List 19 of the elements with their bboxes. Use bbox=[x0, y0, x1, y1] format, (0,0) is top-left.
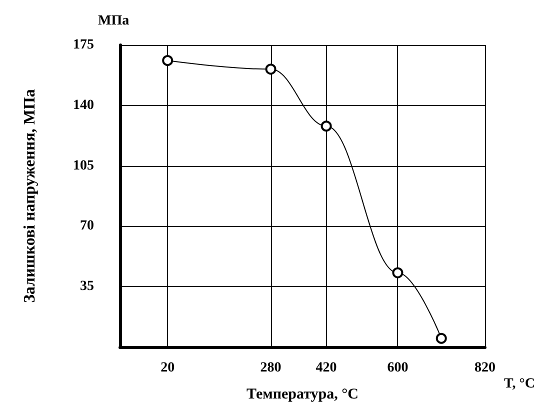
y-axis-title: Залишкові напруження, МПа bbox=[22, 89, 38, 303]
x-tick-label: 600 bbox=[387, 360, 408, 376]
y-tick-label: 70 bbox=[80, 218, 94, 234]
point bbox=[320, 120, 332, 132]
point bbox=[265, 64, 276, 75]
point bbox=[392, 267, 404, 278]
point bbox=[162, 55, 174, 66]
x-tick-label: 420 bbox=[316, 360, 337, 376]
y-tick-label: 140 bbox=[73, 98, 94, 113]
y-tick-label: 105 bbox=[73, 158, 94, 174]
x-tick-label: 820 bbox=[474, 360, 496, 376]
text: МПа bbox=[98, 14, 130, 28]
x-axis-title: Температура, °C bbox=[246, 386, 358, 402]
y-tick-label: 35 bbox=[80, 279, 94, 294]
point bbox=[436, 332, 447, 344]
x-tick-label: 280 bbox=[260, 360, 282, 376]
text: T, °C bbox=[504, 376, 536, 392]
x-tick-label: 20 bbox=[160, 360, 175, 376]
y-tick-label: 175 bbox=[73, 38, 94, 52]
